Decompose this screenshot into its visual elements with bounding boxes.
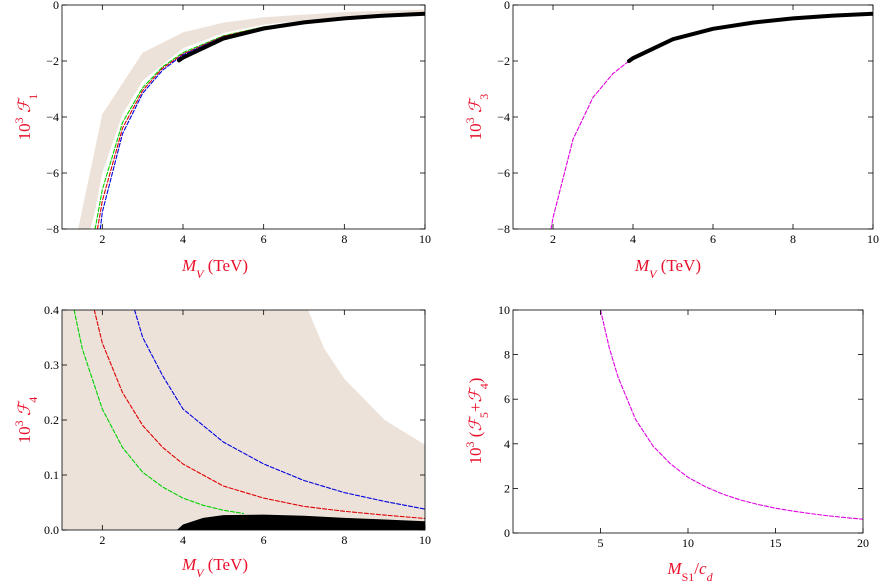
series-line-3 (99, 12, 425, 229)
y-tick-label: 0 (504, 526, 510, 540)
series-line-2 (96, 12, 425, 229)
y-tick-label: 0.1 (44, 468, 59, 482)
chart-panel-4: 5 10 15 20 0 2 4 6 8 10 MS1/cd 103 (ℱ5+ℱ4) (463, 303, 869, 584)
x-axis-label: MV (TeV) (181, 256, 248, 281)
series-line-3 (134, 310, 425, 510)
x-tick-label: 2 (99, 533, 105, 547)
series-line-1 (73, 310, 245, 515)
y-axis-label: 103 ℱ3 (463, 94, 491, 141)
x-tick-label: 8 (341, 533, 347, 547)
y-tick-label: −4 (46, 110, 59, 124)
y-tick-label: −6 (46, 166, 59, 180)
series-line-2 (627, 11, 873, 63)
plot-frame (512, 4, 874, 230)
series-line-1 (550, 60, 630, 229)
x-tick-label: 6 (261, 232, 267, 246)
y-tick-label: −8 (497, 222, 510, 236)
x-tick-label: 4 (630, 232, 636, 246)
y-tick-label: 6 (504, 392, 510, 406)
y-tick-label: 8 (504, 348, 510, 362)
x-tick-label: 10 (419, 533, 431, 547)
series-line-4 (177, 11, 425, 63)
x-tick-label: 2 (550, 232, 556, 246)
x-tick-label: 8 (790, 232, 796, 246)
x-tick-label: 20 (857, 536, 869, 550)
uncertainty-band (62, 310, 425, 530)
y-tick-label: −8 (46, 222, 59, 236)
y-tick-label: 2 (504, 481, 510, 495)
x-tick-label: 2 (99, 232, 105, 246)
x-axis-label: MS1/cd (666, 559, 713, 584)
y-tick-label: 10 (498, 303, 510, 317)
y-tick-label: 0.2 (44, 413, 59, 427)
x-tick-label: 5 (598, 536, 604, 550)
x-tick-label: 10 (419, 232, 431, 246)
y-axis-label: 103 ℱ4 (12, 397, 40, 444)
plot-area (599, 310, 863, 520)
series-line-1 (94, 12, 425, 229)
x-tick-label: 4 (180, 232, 186, 246)
y-tick-label: 0 (504, 0, 510, 12)
x-axis-label: MV (TeV) (634, 256, 701, 281)
x-tick-label: 10 (867, 232, 879, 246)
y-axis-label: 103 (ℱ5+ℱ4) (463, 378, 491, 465)
x-axis-label: MV (TeV) (181, 555, 248, 580)
y-tick-label: 0.3 (44, 358, 59, 372)
x-tick-label: 6 (261, 533, 267, 547)
x-tick-label: 15 (770, 536, 782, 550)
y-tick-label: −4 (497, 110, 510, 124)
chart-panel-3: 2 4 6 8 10 0.0 0.1 0.2 0.3 0.4 MV (TeV) 103 ℱ4 (12, 303, 431, 580)
series-line-2 (93, 310, 425, 520)
y-tick-label: 0 (53, 0, 59, 12)
y-tick-label: −2 (497, 54, 510, 68)
y-tick-label: 0.4 (44, 303, 59, 317)
y-tick-label: −2 (46, 54, 59, 68)
y-tick-label: 4 (504, 437, 510, 451)
y-tick-label: −6 (497, 166, 510, 180)
y-tick-label: 0.0 (44, 523, 59, 537)
plot-area (62, 310, 425, 530)
allowed-region (176, 514, 425, 530)
x-tick-label: 4 (180, 533, 186, 547)
chart-panel-1: 2 4 6 8 10 0 −2 −4 −6 −8 MV (TeV) 103 ℱ1 (12, 0, 431, 281)
y-axis-label: 103 ℱ1 (12, 94, 40, 141)
series-line-1 (599, 310, 863, 520)
plot-area (78, 9, 425, 229)
chart-panel-2: 2 4 6 8 10 0 −2 −4 −6 −8 MV (TeV) 103 ℱ3 (463, 0, 879, 281)
plot-frame (512, 309, 864, 534)
plot-area (550, 11, 873, 229)
x-tick-label: 10 (682, 536, 694, 550)
x-tick-label: 8 (341, 232, 347, 246)
x-tick-label: 6 (710, 232, 716, 246)
